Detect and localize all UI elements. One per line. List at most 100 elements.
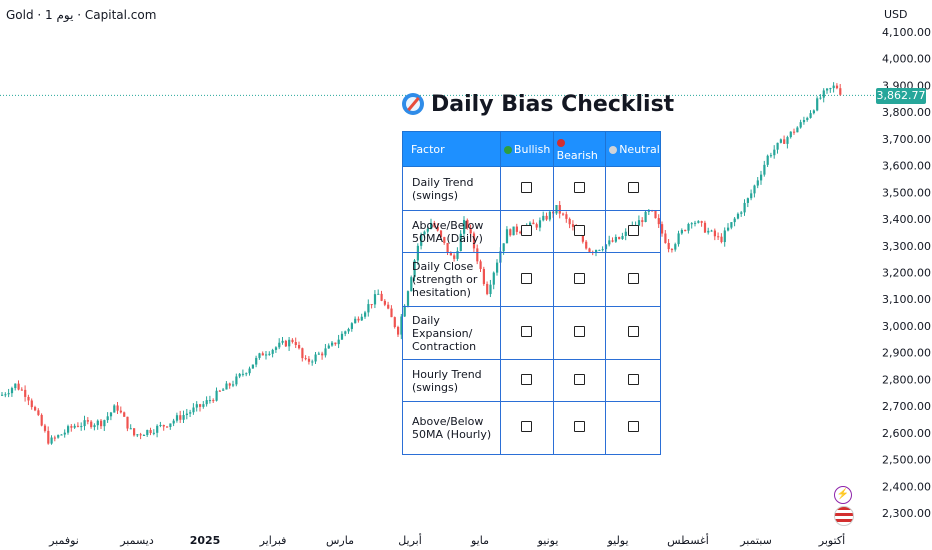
neutral-checkbox-cell xyxy=(605,252,661,307)
candle-body xyxy=(228,383,231,386)
factor-cell: Hourly Trend (swings) xyxy=(402,359,501,402)
neutral-checkbox[interactable] xyxy=(627,272,639,284)
neutral-checkbox[interactable] xyxy=(627,373,639,385)
bearish-checkbox[interactable] xyxy=(573,326,585,337)
price-tick-label: 3,200.00 xyxy=(882,267,931,280)
candle-body xyxy=(694,222,697,224)
candle-body xyxy=(337,339,340,345)
bearish-checkbox[interactable] xyxy=(573,181,585,193)
candle-body xyxy=(397,327,400,335)
candle-body xyxy=(192,407,195,413)
time-tick-label: نوفمبر xyxy=(48,534,79,547)
price-tick-label: 3,500.00 xyxy=(882,186,931,199)
factor-cell: Above/Below 50MA (Hourly) xyxy=(402,401,501,455)
factor-cell: Daily Close (strength or hesitation) xyxy=(402,252,501,307)
table-row: Hourly Trend (swings) xyxy=(402,359,661,402)
factor-cell: Daily Trend (swings) xyxy=(402,166,501,211)
candle-body xyxy=(317,353,320,355)
candle-body xyxy=(367,304,370,313)
bullish-checkbox[interactable] xyxy=(521,272,533,284)
price-tick-label: 4,100.00 xyxy=(882,26,931,39)
us-flag-icon[interactable] xyxy=(834,506,854,526)
candle-body xyxy=(50,437,53,444)
bullish-checkbox[interactable] xyxy=(521,224,533,236)
candle-body xyxy=(307,358,311,362)
time-tick-label: يوليو xyxy=(606,534,628,547)
currency-label[interactable]: USD xyxy=(884,8,908,21)
candle-body xyxy=(195,404,198,408)
candle-body xyxy=(116,405,119,411)
neutral-checkbox[interactable] xyxy=(627,326,639,337)
time-tick-label: أبريل xyxy=(398,533,422,547)
price-tick-label: 2,800.00 xyxy=(882,373,931,386)
last-price-tag: 3,862.77 xyxy=(876,88,926,104)
candle-body xyxy=(400,316,403,335)
bullish-checkbox-cell xyxy=(499,210,554,253)
bullish-checkbox[interactable] xyxy=(521,421,533,432)
candle-body xyxy=(750,193,753,199)
candle-body xyxy=(697,221,700,223)
neutral-checkbox[interactable] xyxy=(627,421,639,432)
candle-body xyxy=(661,224,664,234)
candle-body xyxy=(172,420,175,424)
candle-body xyxy=(152,432,155,434)
candle-body xyxy=(24,389,27,397)
candle-body xyxy=(17,383,20,390)
table-row: Daily Expansion/ Contraction xyxy=(402,306,661,360)
candle-body xyxy=(720,236,723,243)
flash-icon[interactable]: ⚡ xyxy=(834,486,852,504)
col-bullish-label: Bullish xyxy=(513,142,551,156)
col-bearish-label: Bearish xyxy=(556,149,598,162)
checklist-header-row: Factor Bullish Bearish Neutral xyxy=(402,131,661,167)
neutral-checkbox[interactable] xyxy=(627,224,639,236)
candle-body xyxy=(809,113,812,118)
candle-body xyxy=(57,435,60,438)
bearish-checkbox[interactable] xyxy=(573,224,585,236)
candle-body xyxy=(812,110,815,114)
bullish-checkbox[interactable] xyxy=(521,326,533,337)
candle-body xyxy=(166,426,169,428)
candle-body xyxy=(687,224,690,231)
candle-body xyxy=(746,198,749,203)
candle-body xyxy=(377,293,380,295)
candle-body xyxy=(73,425,76,428)
candle-body xyxy=(324,348,327,356)
candle-body xyxy=(783,139,786,144)
bullish-checkbox[interactable] xyxy=(521,181,533,193)
candle-body xyxy=(271,349,274,354)
candle-body xyxy=(67,426,70,433)
price-tick-label: 3,700.00 xyxy=(882,133,931,146)
candle-body xyxy=(129,428,132,430)
symbol-label[interactable]: Gold · 1 يوم · Capital.com xyxy=(6,8,157,22)
candle-body xyxy=(93,425,96,428)
candle-body xyxy=(327,345,330,349)
candle-body xyxy=(707,230,710,233)
candle-body xyxy=(40,414,43,426)
candle-body xyxy=(331,342,334,346)
bearish-checkbox[interactable] xyxy=(573,421,585,432)
price-tick-label: 3,300.00 xyxy=(882,240,931,253)
candle-body xyxy=(664,233,667,243)
candle-body xyxy=(816,98,819,111)
time-tick-label: سبتمبر xyxy=(739,534,772,547)
bearish-checkbox[interactable] xyxy=(573,272,585,284)
candle-body xyxy=(133,428,136,436)
candle-body xyxy=(383,300,386,305)
candle-body xyxy=(241,373,245,375)
candle-body xyxy=(86,420,89,422)
candle-body xyxy=(70,426,73,428)
white-dot-icon xyxy=(609,145,618,154)
candle-body xyxy=(189,412,192,414)
bearish-checkbox[interactable] xyxy=(573,373,585,385)
neutral-checkbox[interactable] xyxy=(627,181,639,193)
col-neutral: Neutral xyxy=(605,131,661,167)
candle-body xyxy=(4,394,7,396)
neutral-checkbox-cell xyxy=(605,166,661,211)
bullish-checkbox[interactable] xyxy=(521,373,533,385)
candle-body xyxy=(90,421,93,428)
candle-body xyxy=(136,434,139,436)
candle-body xyxy=(251,364,254,369)
candle-body xyxy=(360,316,363,321)
candle-body xyxy=(284,340,287,347)
table-row: Above/Below 50MA (Hourly) xyxy=(402,401,661,455)
